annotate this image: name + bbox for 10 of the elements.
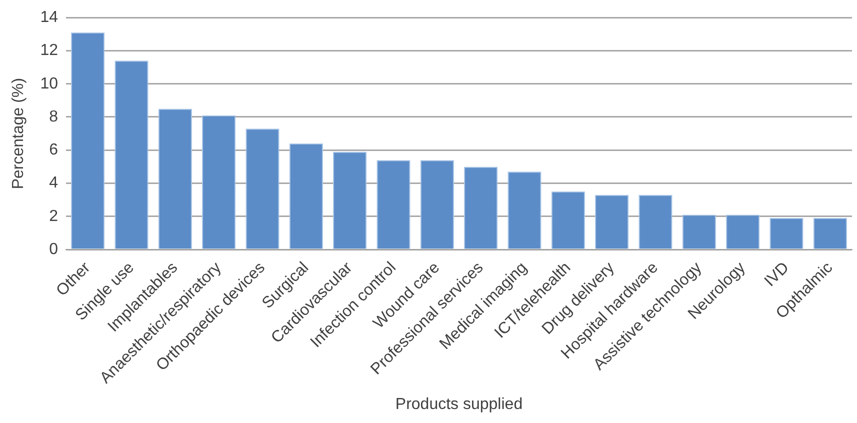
y-tick-label: 4	[49, 174, 58, 192]
y-tick-label: 6	[49, 142, 58, 159]
y-tick-label: 0	[49, 240, 58, 258]
y-tick-label: 10	[40, 75, 58, 92]
y-tick-label: 14	[40, 9, 58, 26]
y-axis-title: Percentage (%)	[10, 78, 28, 190]
y-tick-label: 8	[49, 108, 58, 126]
y-tick-label: 12	[40, 42, 58, 60]
y-tick-label: 2	[49, 208, 58, 225]
x-axis-title: Products supplied	[395, 396, 523, 413]
